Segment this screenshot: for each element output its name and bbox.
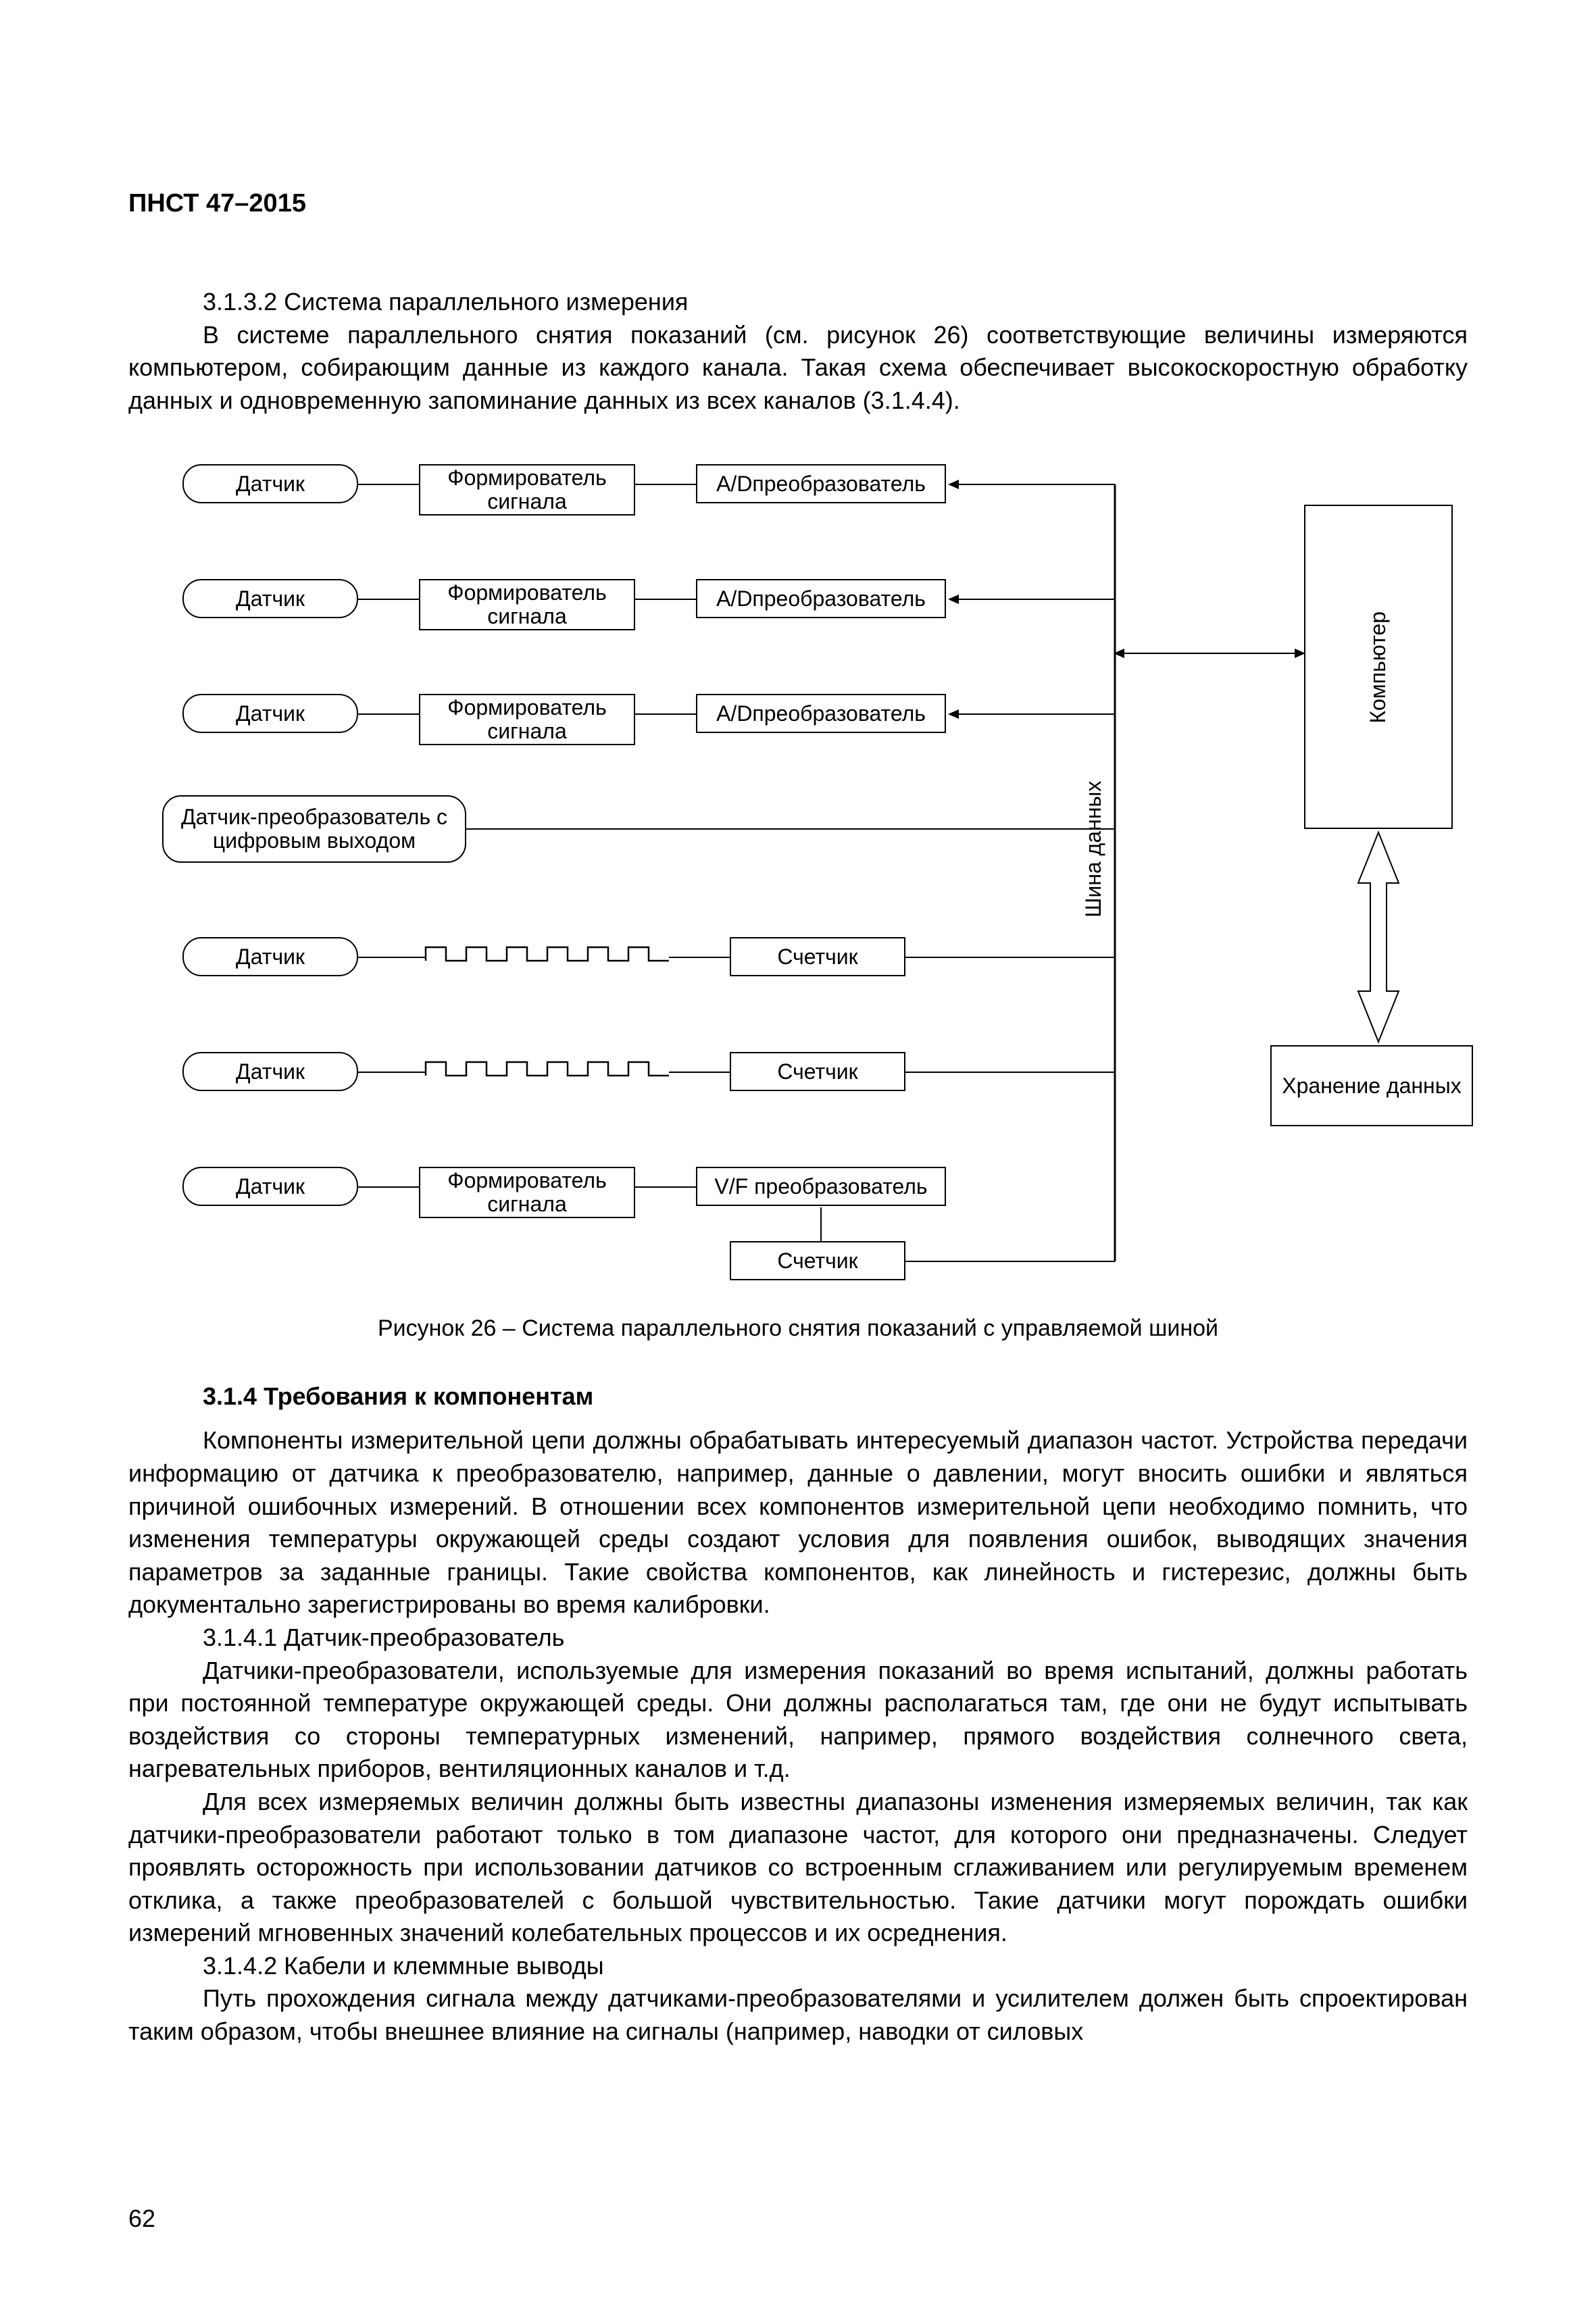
sensor-box: Датчик — [182, 579, 358, 618]
figure-caption: Рисунок 26 – Система параллельного сняти… — [128, 1315, 1468, 1342]
para: Компоненты измерительной цепи должны обр… — [128, 1424, 1468, 1621]
counter-box: Счетчик — [730, 1241, 905, 1280]
para: Датчики-преобразователи, используемые дл… — [128, 1655, 1468, 1786]
page: ПНСТ 47–2015 3.1.3.2 Система параллельно… — [0, 0, 1596, 2314]
heading-3-1-4-1: 3.1.4.1 Датчик-преобразователь — [128, 1621, 1468, 1655]
shaper-box: Формирователь сигнала — [419, 579, 635, 630]
computer-box: Компьютер — [1304, 505, 1453, 829]
document-code: ПНСТ 47–2015 — [128, 189, 1468, 218]
sensor-box: Датчик — [182, 1052, 358, 1091]
bus-label: Шина данных — [1081, 761, 1106, 937]
ad-converter-box: A/Dпреобразователь — [696, 694, 946, 733]
heading-3-1-4: 3.1.4 Требования к компонентам — [128, 1382, 1468, 1411]
heading-3-1-4-2: 3.1.4.2 Кабели и клеммные выводы — [128, 1950, 1468, 1983]
para: Для всех измеряемых величин должны быть … — [128, 1786, 1468, 1950]
page-number: 62 — [128, 2205, 155, 2233]
section-title: 3.1.3.2 Система параллельного измерения — [128, 286, 1468, 319]
sensor-box: Датчик — [182, 1167, 358, 1206]
shaper-box: Формирователь сигнала — [419, 464, 635, 515]
section-body: В системе параллельного снятия показаний… — [128, 319, 1468, 418]
sensor-box: Датчик — [182, 694, 358, 733]
section-3-1-3-2: 3.1.3.2 Система параллельного измерения … — [128, 286, 1468, 417]
ad-converter-box: A/Dпреобразователь — [696, 464, 946, 503]
computer-label: Компьютер — [1366, 611, 1390, 724]
ad-converter-box: A/Dпреобразователь — [696, 579, 946, 618]
storage-box: Хранение данных — [1270, 1045, 1473, 1126]
shaper-box: Формирователь сигнала — [419, 694, 635, 745]
sensor-box: Датчик — [182, 937, 358, 976]
vf-converter-box: V/F преобразователь — [696, 1167, 946, 1206]
sensor-box: Датчик — [182, 464, 358, 503]
section-3-1-4-body: Компоненты измерительной цепи должны обр… — [128, 1424, 1468, 2048]
counter-box: Счетчик — [730, 1052, 905, 1091]
digital-sensor-box: Датчик-преобразователь с цифровым выходо… — [162, 795, 466, 863]
para: Путь прохождения сигнала между датчиками… — [128, 1982, 1468, 2048]
counter-box: Счетчик — [730, 937, 905, 976]
figure-26-diagram: Датчик Формирователь сигнала A/Dпреобраз… — [142, 451, 1480, 1295]
shaper-box: Формирователь сигнала — [419, 1167, 635, 1218]
